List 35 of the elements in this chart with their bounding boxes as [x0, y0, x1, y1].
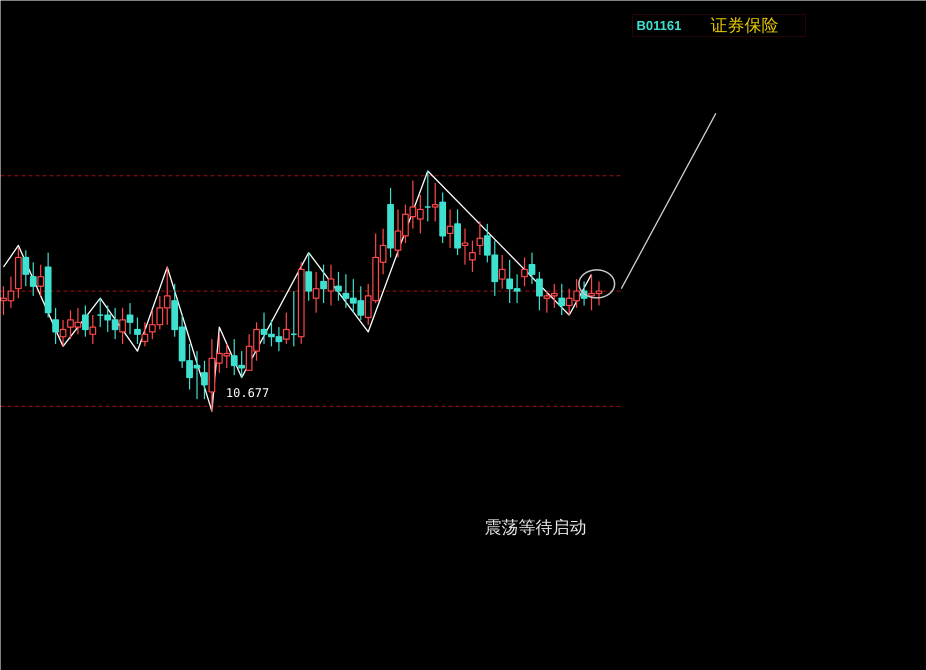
candlestick — [52, 307, 59, 345]
candlestick — [528, 252, 536, 284]
text: 震荡等待启动 — [484, 518, 586, 537]
candlestick — [134, 316, 141, 345]
candlestick — [119, 307, 126, 345]
candlestick — [498, 254, 506, 290]
candlestick — [521, 256, 528, 287]
annotation: 10.677 — [226, 386, 270, 400]
candlestick — [30, 262, 37, 296]
candlestick — [424, 170, 432, 222]
candlestick — [37, 264, 44, 296]
candlestick — [22, 250, 30, 287]
candlestick — [320, 264, 327, 304]
text: 证券保险 — [710, 16, 778, 35]
candlestick — [439, 192, 446, 244]
candlestick — [446, 208, 454, 248]
candlestick — [558, 283, 566, 316]
candlestick — [328, 264, 334, 306]
candlestick — [469, 240, 476, 272]
candlestick — [335, 271, 342, 302]
candlestick — [282, 312, 290, 345]
candlestick — [60, 319, 66, 347]
candlestick — [432, 182, 439, 222]
candlestick — [312, 271, 320, 314]
candlestick — [298, 262, 305, 345]
candlestick — [305, 252, 312, 302]
text: B01161 — [636, 18, 682, 33]
candlestick — [290, 290, 298, 347]
candlestick — [126, 302, 134, 335]
candlestick — [201, 360, 208, 400]
candlestick — [14, 247, 22, 299]
candlestick — [387, 187, 394, 258]
candlestick — [89, 314, 96, 345]
candlestick — [462, 228, 468, 266]
candlestick — [476, 220, 484, 256]
